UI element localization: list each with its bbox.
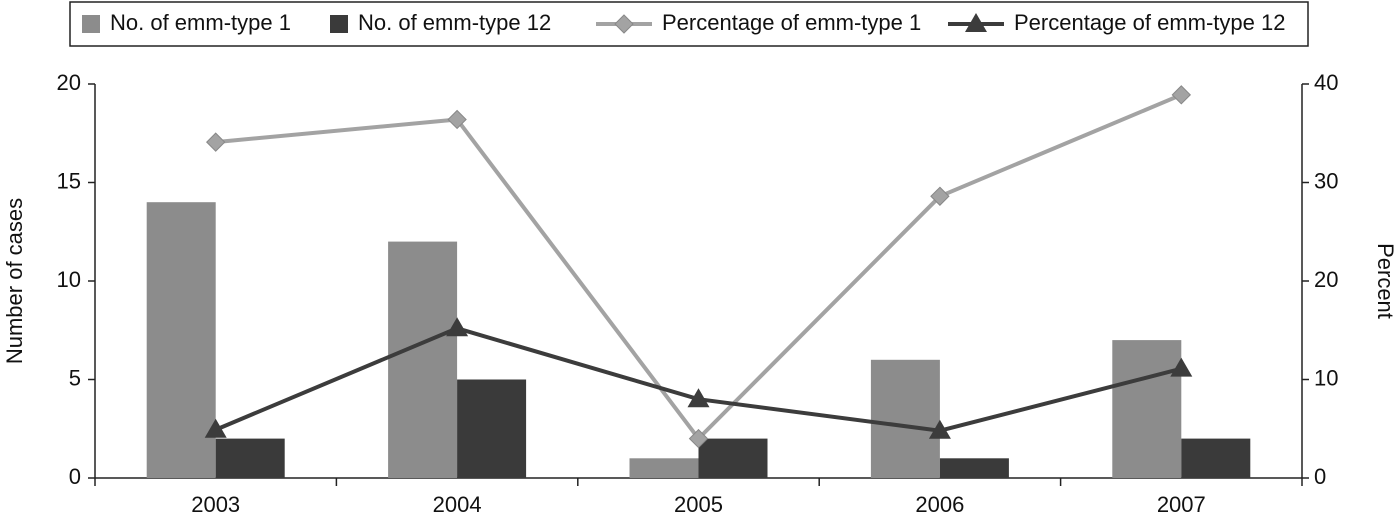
legend-marker [965,13,987,32]
legend-box [69,1,1309,47]
x-tick-label: 2004 [433,492,482,517]
y-axis-title: Number of cases [2,198,27,364]
legend-label: Percentage of emm-type 1 [662,10,921,35]
bar [146,202,216,478]
legend-swatch [82,15,100,33]
y2-axis-title: Percent [1373,243,1398,319]
marker [204,418,227,438]
legend-label: No. of emm-type 1 [110,10,291,35]
x-tick-label: 2005 [674,492,723,517]
marker [1170,357,1193,377]
y-tick-label: 5 [69,365,81,390]
y-tick-label: 15 [57,168,81,193]
legend-label: No. of emm-type 12 [358,10,551,35]
y2-tick-label: 0 [1314,464,1326,489]
marker [688,428,709,449]
marker [447,109,467,130]
y-tick-label: 10 [57,267,81,292]
bar [215,438,285,478]
x-tick-label: 2003 [191,492,240,517]
marker [687,388,710,408]
marker [1171,85,1192,105]
bar [939,458,1009,478]
line [215,92,1183,442]
marker [446,317,469,337]
line [214,326,1182,433]
legend-label: Percentage of emm-type 12 [1014,10,1285,35]
marker [928,419,951,439]
bar [629,458,699,478]
y-tick-label: 0 [69,464,81,489]
y-tick-label: 20 [57,70,81,95]
legend-marker [614,14,634,34]
bar [698,438,768,478]
y2-tick-label: 10 [1314,365,1338,390]
y2-tick-label: 30 [1314,168,1338,193]
bar [1112,340,1182,478]
bar [870,359,940,478]
bar [388,241,458,478]
legend-swatch [330,15,348,33]
y2-tick-label: 40 [1314,70,1338,95]
marker [205,132,226,152]
x-tick-label: 2006 [915,492,964,517]
marker [930,186,950,206]
x-tick-label: 2007 [1157,492,1206,517]
y2-tick-label: 20 [1314,267,1338,292]
bar [457,379,527,478]
bar [1181,438,1251,478]
